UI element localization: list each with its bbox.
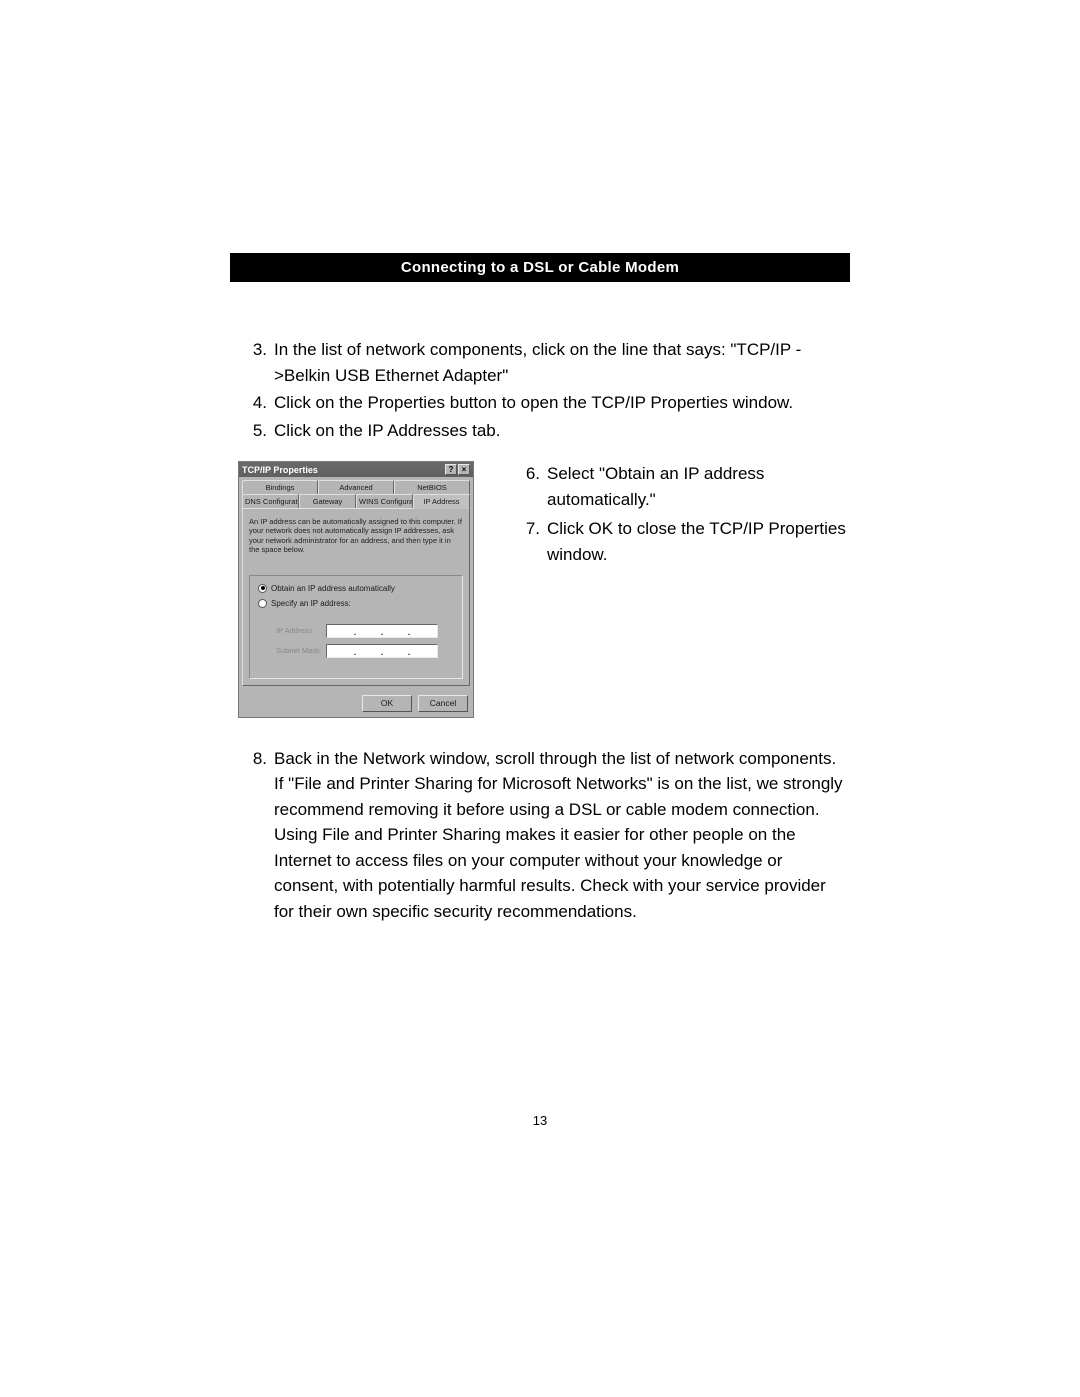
step-text: In the list of network components, click… (274, 337, 850, 388)
tab-dns[interactable]: DNS Configuration (242, 494, 299, 508)
step-8: 8. Back in the Network window, scroll th… (248, 746, 850, 925)
dialog-titlebar: TCP/IP Properties ? × (239, 462, 473, 477)
step-number: 6. (521, 461, 547, 512)
instructions-bottom: 8. Back in the Network window, scroll th… (230, 746, 850, 925)
step-text: Click OK to close the TCP/IP Properties … (547, 516, 850, 567)
radio-obtain-auto[interactable]: Obtain an IP address automatically (258, 584, 454, 593)
instructions-top: 3. In the list of network components, cl… (230, 337, 850, 443)
radio-label: Obtain an IP address automatically (271, 584, 395, 593)
tab-netbios[interactable]: NetBIOS (394, 480, 470, 494)
ip-separator: . (354, 630, 356, 636)
ok-button[interactable]: OK (362, 695, 412, 712)
ip-separator: . (354, 650, 356, 656)
tab-wins[interactable]: WINS Configuration (356, 494, 413, 508)
step-7: 7. Click OK to close the TCP/IP Properti… (521, 516, 850, 567)
tab-gateway[interactable]: Gateway (299, 494, 356, 508)
step-text: Click on the IP Addresses tab. (274, 418, 850, 444)
ip-separator: . (408, 630, 410, 636)
instructions-right: 6. Select "Obtain an IP address automati… (483, 461, 850, 718)
step-text: Select "Obtain an IP address automatical… (547, 461, 850, 512)
step-number: 8. (248, 746, 274, 925)
step-number: 5. (248, 418, 274, 444)
step-6: 6. Select "Obtain an IP address automati… (521, 461, 850, 512)
ip-separator: . (408, 650, 410, 656)
tab-advanced[interactable]: Advanced (318, 480, 394, 494)
radio-icon (258, 584, 267, 593)
radio-icon (258, 599, 267, 608)
step-text: Click on the Properties button to open t… (274, 390, 850, 416)
tcpip-properties-dialog: TCP/IP Properties ? × Bindings Advanced … (238, 461, 474, 718)
tab-ip-address[interactable]: IP Address (413, 494, 470, 509)
subnet-mask-label: Subnet Mask: (276, 646, 326, 655)
help-button[interactable]: ? (445, 464, 457, 475)
step-5: 5. Click on the IP Addresses tab. (248, 418, 850, 444)
dialog-title: TCP/IP Properties (242, 465, 444, 475)
close-button[interactable]: × (458, 464, 470, 475)
subnet-mask-row: Subnet Mask: . . . (276, 644, 454, 658)
tab-body: An IP address can be automatically assig… (242, 508, 470, 686)
section-header: Connecting to a DSL or Cable Modem (230, 253, 850, 282)
ip-address-label: IP Address: (276, 626, 326, 635)
step-number: 4. (248, 390, 274, 416)
subnet-mask-input[interactable]: . . . (326, 644, 438, 658)
ip-address-row: IP Address: . . . (276, 624, 454, 638)
ip-address-input[interactable]: . . . (326, 624, 438, 638)
ip-separator: . (381, 630, 383, 636)
step-4: 4. Click on the Properties button to ope… (248, 390, 850, 416)
page-number: 13 (230, 1113, 850, 1128)
step-text: Back in the Network window, scroll throu… (274, 746, 850, 925)
ip-radio-group: Obtain an IP address automatically Speci… (249, 575, 463, 679)
step-number: 7. (521, 516, 547, 567)
tab-bindings[interactable]: Bindings (242, 480, 318, 494)
cancel-button[interactable]: Cancel (418, 695, 468, 712)
radio-label: Specify an IP address: (271, 599, 351, 608)
step-number: 3. (248, 337, 274, 388)
dialog-description: An IP address can be automatically assig… (249, 517, 463, 555)
step-3: 3. In the list of network components, cl… (248, 337, 850, 388)
radio-specify[interactable]: Specify an IP address: (258, 599, 454, 608)
ip-separator: . (381, 650, 383, 656)
